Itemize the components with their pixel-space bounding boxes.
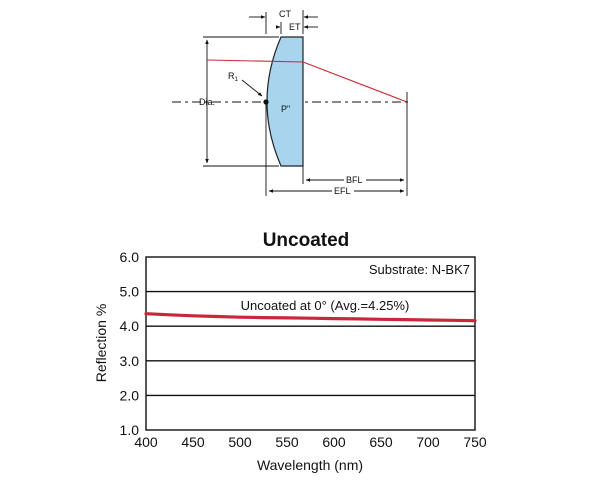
x-tick-labels: 400 450 500 550 600 650 700 750 bbox=[134, 434, 487, 450]
ct-label: CT bbox=[279, 9, 291, 19]
y-tick-label: 2.0 bbox=[120, 387, 140, 403]
x-axis-label: Wavelength (nm) bbox=[257, 457, 363, 473]
y-axis-label: Reflection % bbox=[93, 304, 109, 383]
x-tick-label: 550 bbox=[275, 434, 299, 450]
lens-body bbox=[266, 36, 304, 167]
ray-outgoing bbox=[302, 61, 408, 103]
substrate-label-bg bbox=[370, 261, 472, 277]
x-tick-label: 600 bbox=[322, 434, 346, 450]
y-tick-label: 5.0 bbox=[120, 284, 140, 300]
reflection-chart: Uncoated 1.0 2.0 3.0 4.0 5.0 6.0 400 450 500 550… bbox=[93, 230, 487, 473]
r1-leader bbox=[241, 79, 263, 97]
bfl-label-bg bbox=[344, 174, 366, 185]
curve-annotation: Uncoated at 0° (Avg.=4.25%) bbox=[241, 298, 410, 313]
bfl-label: BFL bbox=[346, 175, 363, 185]
plot-frame bbox=[145, 256, 476, 431]
x-tick-label: 450 bbox=[181, 434, 205, 450]
substrate-annotation: Substrate: N-BK7 bbox=[369, 262, 470, 277]
lens-diagram: Dia. CT ET R1 P" BFL EFL bbox=[172, 9, 412, 196]
x-tick-label: 650 bbox=[369, 434, 393, 450]
curve-label-bg bbox=[236, 296, 414, 314]
y-tick-label: 1.0 bbox=[120, 422, 140, 438]
x-tick-label: 400 bbox=[134, 434, 158, 450]
y-tick-label: 4.0 bbox=[120, 318, 140, 334]
chart-title: Uncoated bbox=[263, 230, 350, 251]
r1-label-sub: 1 bbox=[235, 77, 239, 83]
y-tick-label: 3.0 bbox=[120, 353, 140, 369]
x-tick-label: 500 bbox=[228, 434, 252, 450]
efl-label: EFL bbox=[334, 186, 351, 196]
y-tick-labels: 1.0 2.0 3.0 4.0 5.0 6.0 bbox=[120, 249, 140, 438]
x-tick-label: 700 bbox=[416, 434, 440, 450]
r1-label: R1 bbox=[228, 71, 239, 83]
dia-label: Dia. bbox=[199, 97, 215, 107]
r1-label-main: R bbox=[228, 71, 235, 81]
y-tick-label: 6.0 bbox=[120, 249, 140, 265]
series-line bbox=[144, 312, 477, 323]
x-tick-label: 750 bbox=[463, 434, 487, 450]
chart-series bbox=[144, 312, 477, 323]
principal-point-label: P" bbox=[281, 104, 290, 114]
ray-incoming bbox=[206, 59, 304, 63]
efl-label-bg bbox=[332, 185, 354, 196]
chart-grid bbox=[146, 290, 475, 397]
et-label: ET bbox=[289, 22, 301, 32]
